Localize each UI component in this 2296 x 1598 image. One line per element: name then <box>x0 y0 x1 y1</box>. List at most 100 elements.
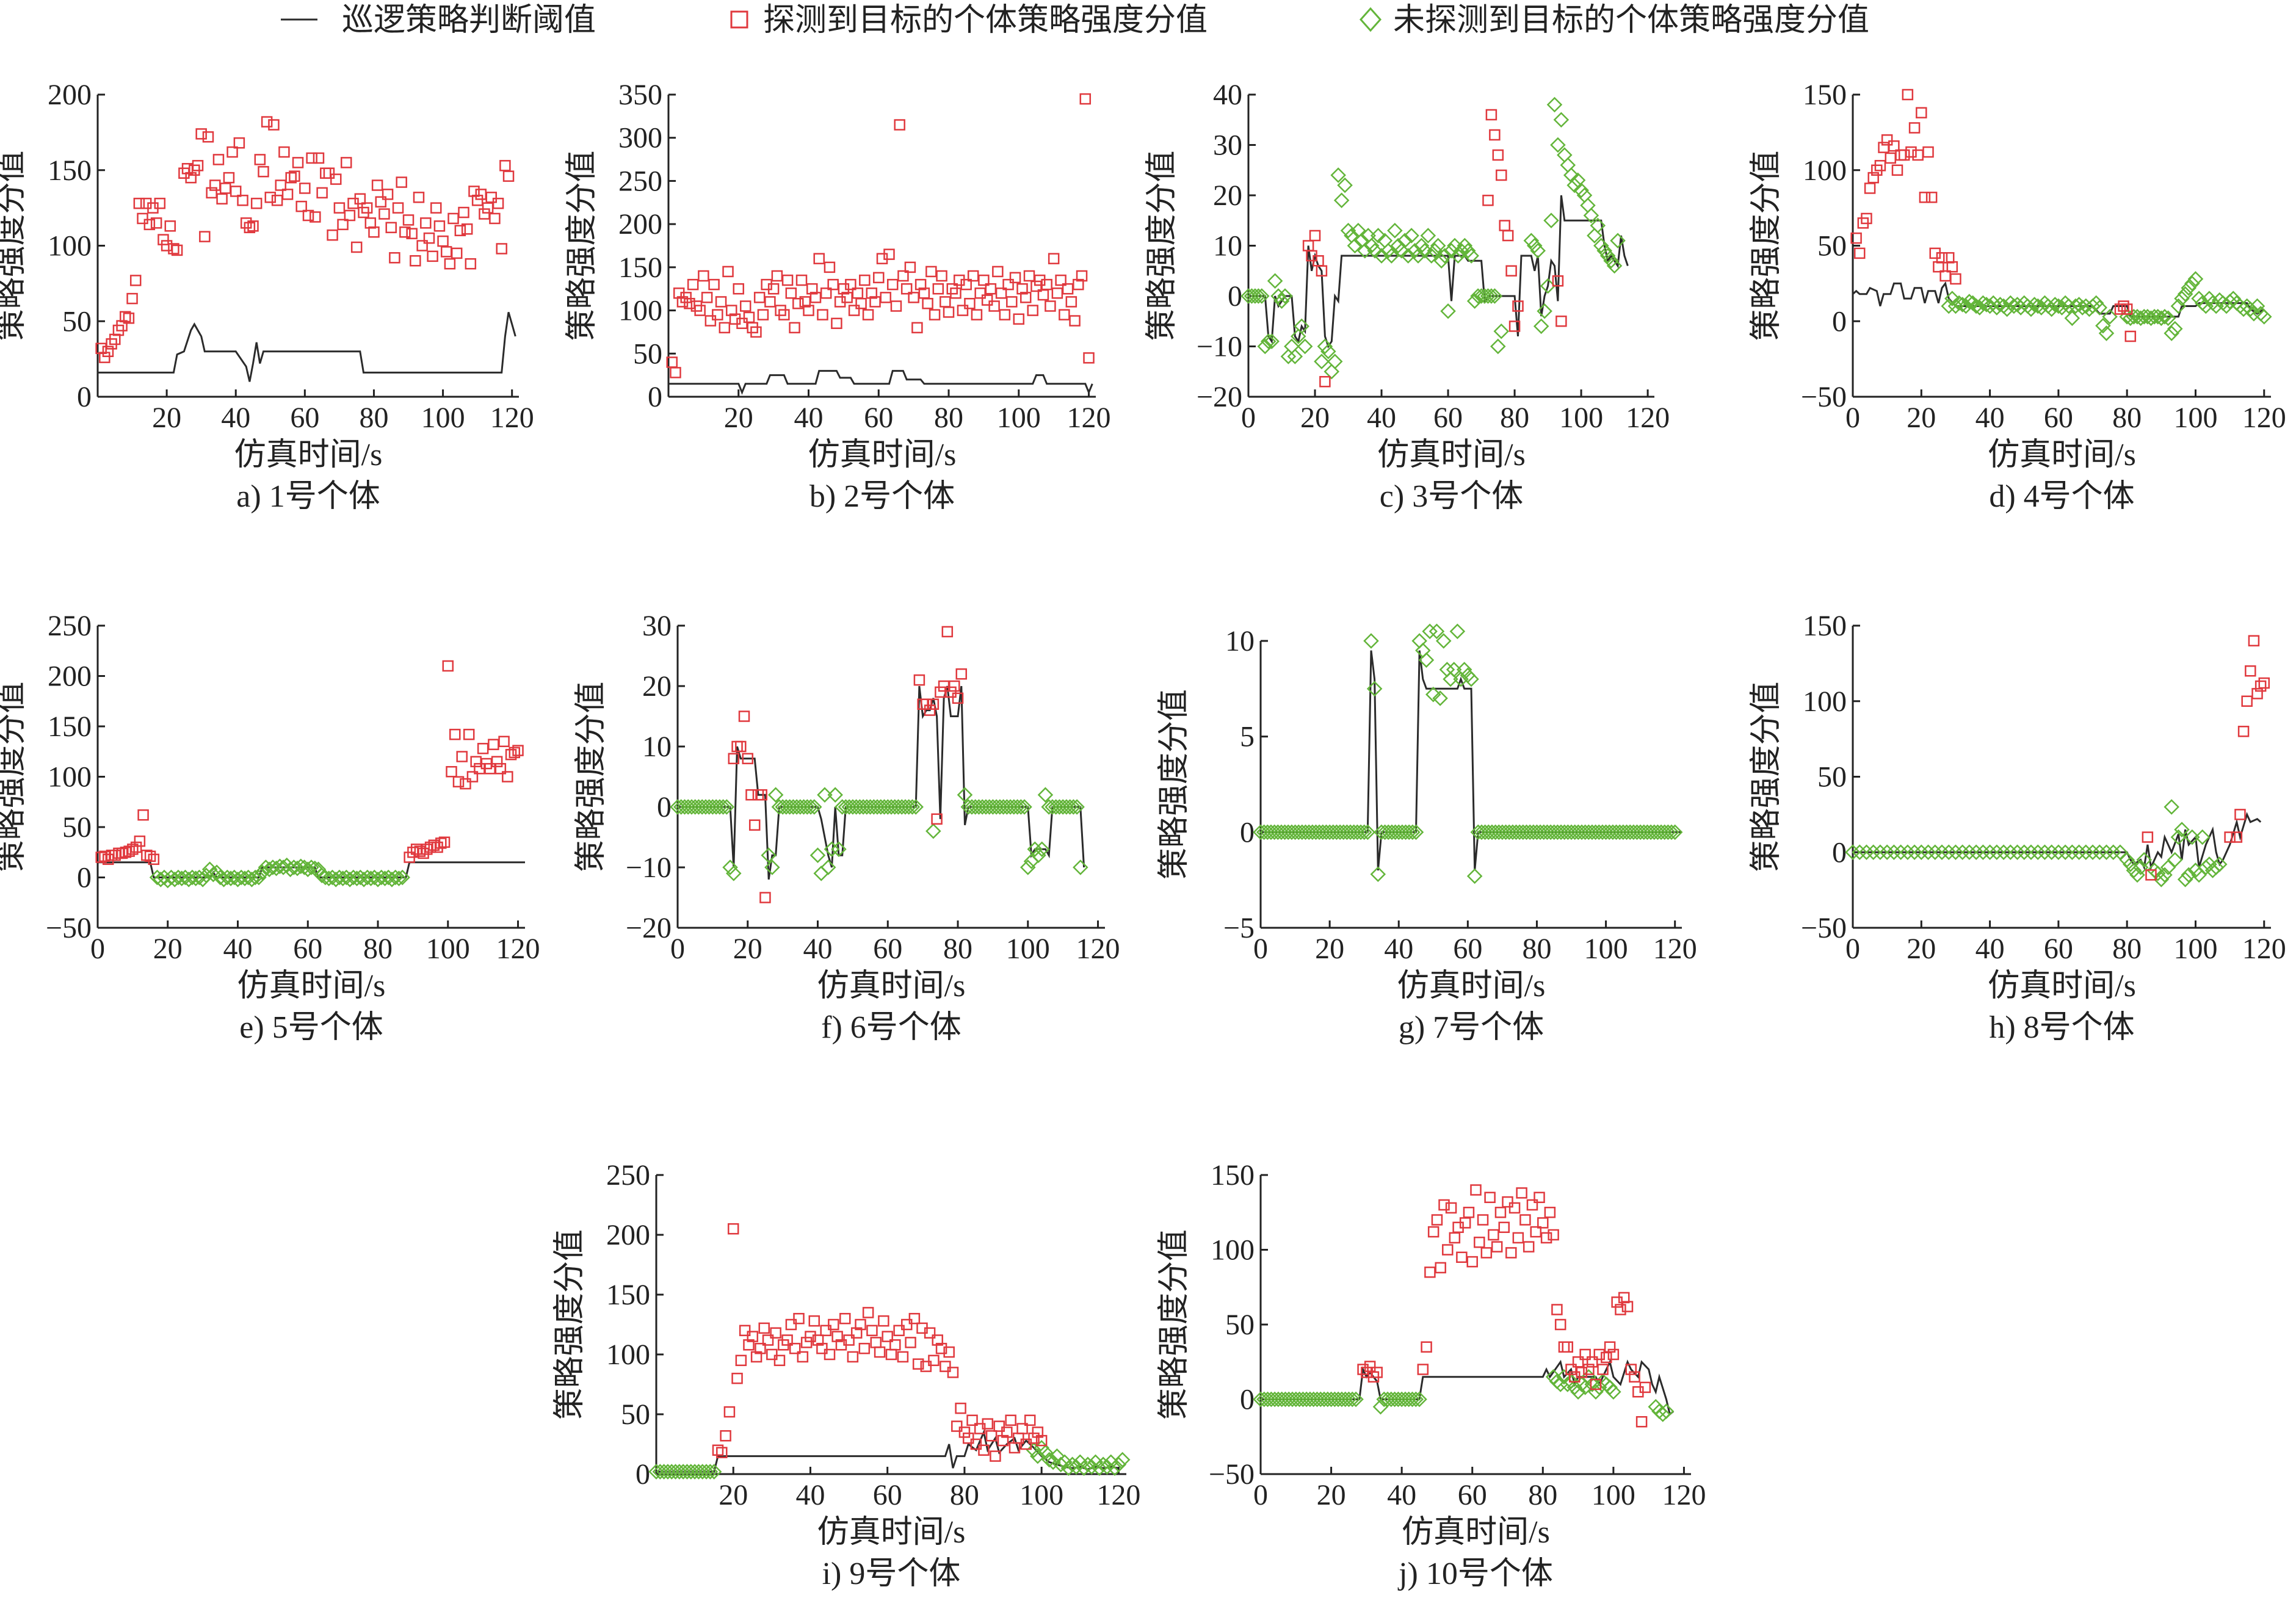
detected-point <box>970 1438 982 1450</box>
detected-point <box>275 179 287 191</box>
undetected-point <box>809 847 826 863</box>
undetected-point <box>1345 824 1362 841</box>
y-tick-label: 200 <box>48 79 92 111</box>
detected-point <box>816 1342 828 1354</box>
undetected-point <box>1982 844 1998 861</box>
detected-point <box>960 278 972 291</box>
undetected-point <box>1290 328 1306 344</box>
detected-point <box>1512 300 1524 312</box>
detected-point <box>158 234 169 245</box>
detected-point <box>1032 1426 1044 1438</box>
detected-point <box>375 196 387 208</box>
undetected-point <box>834 799 850 815</box>
undetected-point <box>1566 177 1582 193</box>
undetected-point <box>1523 233 1540 249</box>
detected-point <box>1001 1426 1013 1438</box>
undetected-point <box>1314 353 1330 370</box>
panel-caption: a) 1号个体 <box>236 479 380 514</box>
detected-point <box>447 212 459 225</box>
detected-point <box>1526 1199 1538 1211</box>
detected-point <box>430 202 442 214</box>
x-tick-label: 0 <box>1241 402 1256 434</box>
undetected-point <box>1653 824 1669 841</box>
detected-point <box>230 186 242 197</box>
undetected-point <box>1394 824 1410 841</box>
undetected-point <box>904 799 921 815</box>
detected-point <box>150 217 162 229</box>
detected-point <box>778 309 790 320</box>
undetected-point <box>286 859 302 875</box>
detected-point <box>955 1402 966 1414</box>
detected-point <box>1537 1217 1549 1229</box>
undetected-point <box>2181 280 2197 296</box>
detected-point <box>1919 192 1931 203</box>
detected-point <box>1421 1341 1432 1353</box>
undetected-point <box>1072 1454 1088 1470</box>
undetected-point <box>251 869 267 886</box>
detected-point <box>932 283 944 295</box>
undetected-point <box>317 869 333 886</box>
undetected-point <box>1383 248 1400 264</box>
detected-point <box>920 1361 932 1372</box>
undetected-point <box>1454 242 1469 259</box>
detected-point <box>785 1318 797 1331</box>
x-tick-label: 40 <box>1976 933 2005 965</box>
detected-point <box>1045 300 1056 312</box>
undetected-point <box>1900 844 1916 861</box>
undetected-point <box>1872 844 1888 861</box>
undetected-point <box>2177 286 2193 302</box>
y-tick-label: 10 <box>1225 625 1255 657</box>
undetected-point <box>1026 1442 1042 1458</box>
undetected-point <box>1606 258 1623 274</box>
detected-point <box>437 235 449 247</box>
undetected-point <box>2098 325 2115 341</box>
undetected-point <box>1052 1456 1069 1473</box>
undetected-point <box>789 799 805 815</box>
detected-point <box>981 294 993 306</box>
detected-point <box>716 1447 728 1458</box>
undetected-point <box>1316 1391 1332 1408</box>
y-tick-label: 30 <box>1213 129 1242 162</box>
undetected-point <box>1342 824 1358 841</box>
detected-point <box>330 173 342 185</box>
detected-point <box>1505 1247 1517 1259</box>
detected-point <box>1027 305 1038 316</box>
detected-point <box>1576 1367 1588 1378</box>
undetected-point <box>1327 1391 1343 1408</box>
panel-caption: f) 6号个体 <box>821 1010 961 1045</box>
undetected-point <box>2057 844 2073 861</box>
y-tick-label: 150 <box>1803 610 1847 642</box>
detected-point <box>848 305 860 316</box>
detected-point <box>1508 1202 1521 1214</box>
undetected-point <box>1934 844 1950 861</box>
detected-point <box>708 278 720 291</box>
detected-point <box>195 128 207 140</box>
detected-point <box>743 1339 755 1351</box>
undetected-point <box>244 872 260 888</box>
undetected-point <box>2051 298 2066 314</box>
detected-point <box>897 270 909 282</box>
undetected-point <box>873 799 889 815</box>
y-tick-label: 100 <box>1803 154 1847 187</box>
undetected-point <box>1337 177 1353 193</box>
detected-point <box>498 736 510 747</box>
detected-point <box>1019 292 1032 303</box>
undetected-point <box>676 799 693 815</box>
detected-point <box>1006 296 1018 308</box>
detected-point <box>389 252 400 264</box>
detected-point <box>354 193 366 205</box>
undetected-point <box>795 799 812 815</box>
undetected-point <box>1546 824 1562 841</box>
undetected-point <box>1391 824 1407 841</box>
undetected-point <box>1533 318 1549 334</box>
detected-point <box>859 274 871 286</box>
detected-point <box>978 1444 990 1456</box>
undetected-point <box>1515 824 1531 841</box>
detected-point <box>680 292 692 303</box>
undetected-point <box>1968 844 1984 861</box>
detected-point <box>940 1361 951 1372</box>
detected-point <box>2114 303 2126 315</box>
undetected-point <box>652 1464 668 1480</box>
detected-point <box>1494 1207 1507 1218</box>
